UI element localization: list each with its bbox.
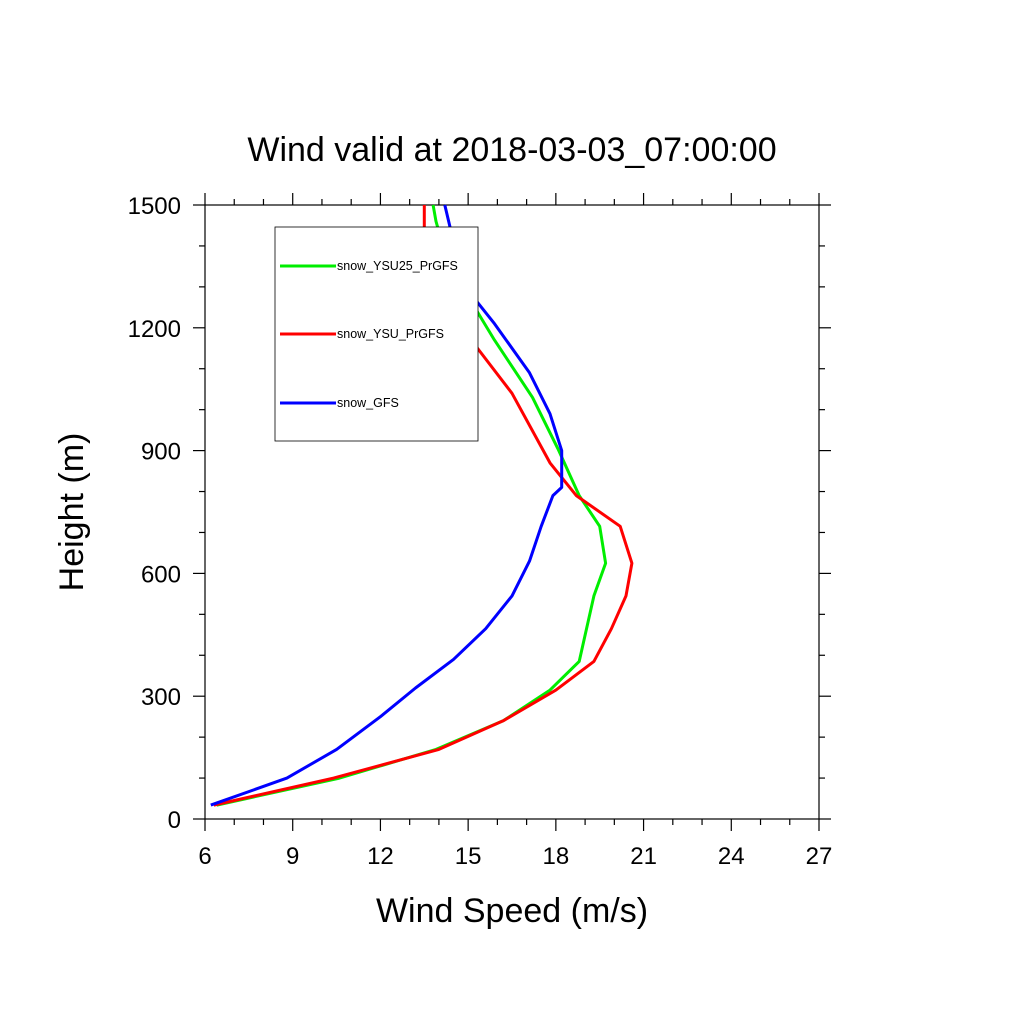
y-tick-label: 300 <box>141 684 181 711</box>
y-tick-label: 900 <box>141 439 181 466</box>
x-tick-label: 12 <box>367 843 394 870</box>
y-tick-label: 1200 <box>128 316 181 343</box>
chart-title: Wind valid at 2018-03-03_07:00:00 <box>247 131 776 169</box>
y-tick-label: 0 <box>168 807 181 834</box>
x-tick-label: 24 <box>718 843 745 870</box>
y-axis-label: Height (m) <box>53 433 91 592</box>
legend-label-snow_YSU_PrGFS: snow_YSU_PrGFS <box>337 327 444 341</box>
plot-frame <box>204 204 820 820</box>
x-tick-label: 21 <box>630 843 657 870</box>
y-tick-label: 600 <box>141 561 181 588</box>
x-tick-labels: 6 9 12 15 18 21 24 27 <box>198 843 832 870</box>
x-tick-label: 18 <box>543 843 570 870</box>
x-tick-label: 15 <box>455 843 482 870</box>
x-tick-label: 6 <box>198 843 211 870</box>
x-tick-label: 27 <box>806 843 833 870</box>
x-tick-label: 9 <box>286 843 299 870</box>
x-axis-label: Wind Speed (m/s) <box>376 892 648 930</box>
axis-ticks <box>193 193 831 831</box>
legend-label-snow_YSU25_PrGFS: snow_YSU25_PrGFS <box>337 259 458 273</box>
legend: snow_YSU25_PrGFS snow_YSU_PrGFS snow_GFS <box>274 226 479 442</box>
y-tick-label: 1500 <box>128 193 181 220</box>
y-tick-labels: 0 300 600 900 1200 1500 <box>128 193 181 834</box>
legend-label-snow_GFS: snow_GFS <box>337 396 399 410</box>
series-line-snow_GFS <box>210 204 564 807</box>
